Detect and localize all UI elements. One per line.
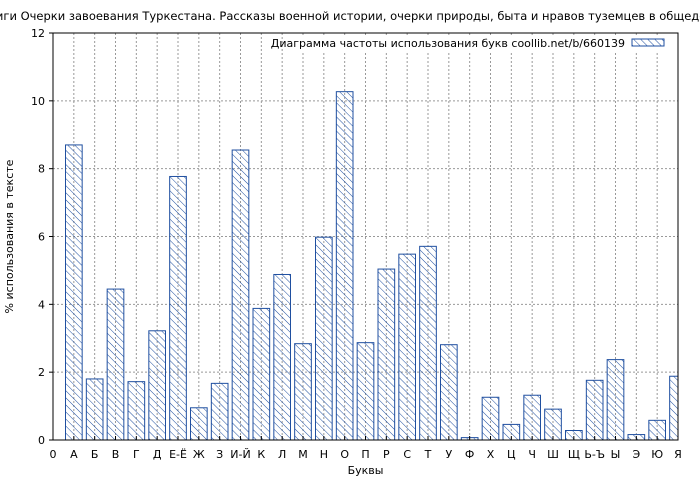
x-tick-label: О xyxy=(340,448,349,461)
bar-О xyxy=(335,91,354,441)
y-tick-label: 2 xyxy=(38,366,45,379)
bar-М xyxy=(294,343,312,441)
x-tick-label: Л xyxy=(278,448,286,461)
y-axis: 0 2 4 6 8 10 12 xyxy=(31,27,53,447)
x-tick-label: Ю xyxy=(651,448,663,461)
bar-З xyxy=(210,382,229,441)
x-axis: 0 А Б В Г Д Е-Ё Ж З И-Й К Л М Н О П Р С Т У Ф Х Ц Ч Ш Щ Ь-Ъ Ы Э Ю Я xyxy=(50,436,682,461)
y-tick-label: 4 xyxy=(38,298,45,311)
x-tick-label: Ф xyxy=(465,448,474,461)
bar-Ш xyxy=(544,408,562,441)
x-tick-label: Х xyxy=(487,448,495,461)
x-tick-label: Ш xyxy=(547,448,559,461)
x-tick-label: Н xyxy=(320,448,328,461)
y-tick-label: 0 xyxy=(38,434,45,447)
legend-background xyxy=(283,35,673,52)
y-tick-label: 12 xyxy=(31,27,45,40)
bar-Ь-Ъ xyxy=(585,379,604,441)
y-tick-label: 8 xyxy=(38,163,45,176)
x-tick-label: Ь-Ъ xyxy=(584,448,605,461)
x-tick-label: Ц xyxy=(507,448,516,461)
bar-Ж xyxy=(190,407,208,441)
bar-А xyxy=(65,144,83,441)
bar-Х xyxy=(481,396,500,441)
bar-К xyxy=(252,307,271,441)
x-tick-label: И-Й xyxy=(230,448,250,461)
bar-Т xyxy=(419,245,437,441)
x-tick-label: Г xyxy=(133,448,140,461)
bar-Я xyxy=(669,375,679,441)
legend-swatch xyxy=(631,38,665,47)
bar-И-Й xyxy=(231,149,250,441)
x-tick-label: Ж xyxy=(193,448,205,461)
x-tick-label: Ч xyxy=(528,448,536,461)
bar-Е-Ё xyxy=(169,175,187,441)
legend-label: Диаграмма частоты использования букв coo… xyxy=(271,37,625,50)
bar-У xyxy=(440,344,458,441)
x-tick-label: Э xyxy=(632,448,640,461)
x-tick-label: Б xyxy=(91,448,99,461)
y-tick-label: 10 xyxy=(31,95,45,108)
x-tick-label: У xyxy=(445,448,452,461)
x-tick-label: Т xyxy=(424,448,432,461)
bar-Ч xyxy=(523,394,541,441)
bar-Б xyxy=(85,378,104,441)
x-tick-label: Я xyxy=(674,448,682,461)
x-tick-label: П xyxy=(361,448,369,461)
x-axis-label: Буквы xyxy=(348,464,384,477)
bar-С xyxy=(398,253,417,441)
x-tick-label: Д xyxy=(153,448,162,461)
bar-Г xyxy=(127,381,146,441)
grid-lines xyxy=(53,33,678,440)
x-tick-label: З xyxy=(216,448,223,461)
bar-Р xyxy=(377,268,396,441)
x-tick-label: Р xyxy=(383,448,390,461)
y-axis-label: % использования в тексте xyxy=(3,159,16,313)
bar-Ы xyxy=(606,359,625,441)
x-tick-label: Щ xyxy=(568,448,580,461)
chart-title: Анализ текста книги Очерки завоевания Ту… xyxy=(0,9,700,23)
x-tick-label: С xyxy=(403,448,411,461)
x-tick-label: М xyxy=(298,448,308,461)
legend: Диаграмма частоты использования букв coo… xyxy=(271,35,673,52)
bar-П xyxy=(356,342,375,441)
bar-В xyxy=(106,288,125,441)
x-tick-label: Ы xyxy=(611,448,621,461)
x-tick-label: А xyxy=(70,448,78,461)
x-tick-label: 0 xyxy=(50,448,57,461)
x-tick-label: Е-Ё xyxy=(169,448,187,461)
x-tick-label: К xyxy=(257,448,265,461)
bar-Л xyxy=(273,273,292,441)
x-tick-label: В xyxy=(112,448,120,461)
bar-Н xyxy=(315,236,333,441)
bar-Д xyxy=(148,330,166,441)
y-tick-label: 6 xyxy=(38,231,45,244)
